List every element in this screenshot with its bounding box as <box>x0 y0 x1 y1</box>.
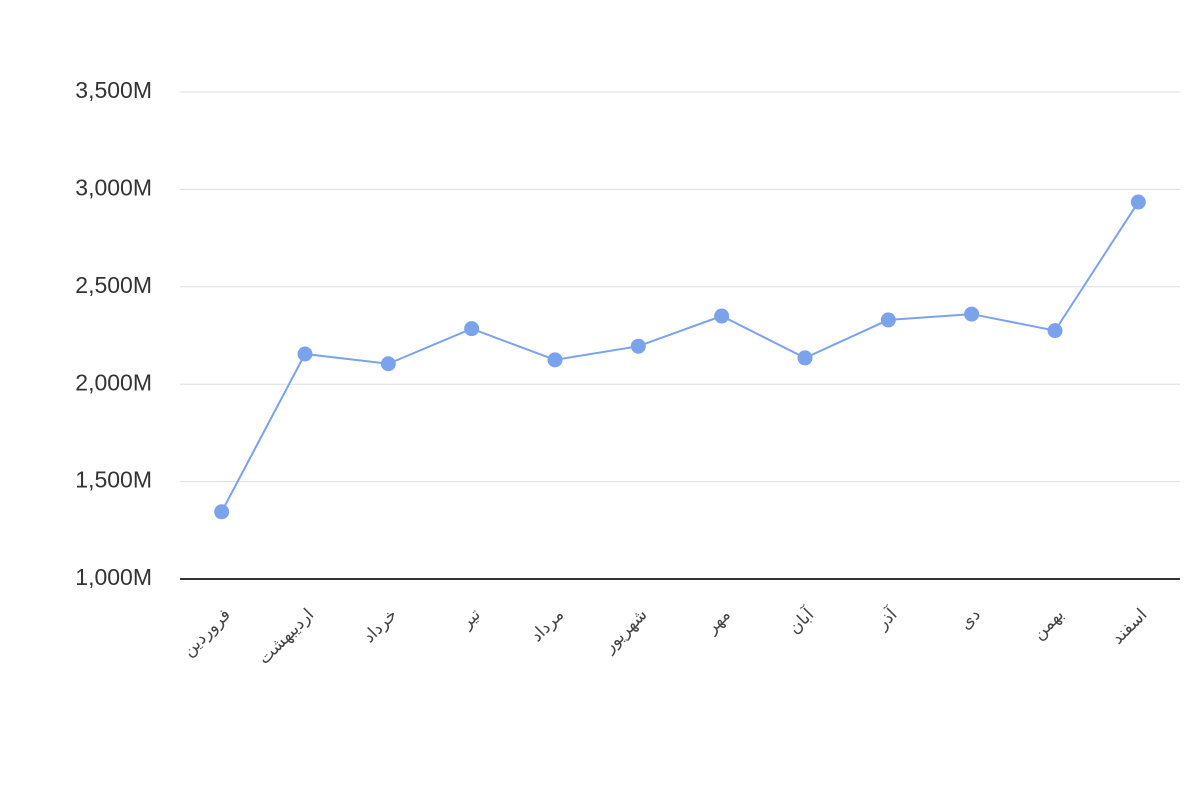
y-tick-label: 3,500M <box>75 77 152 103</box>
y-tick-label: 2,500M <box>75 272 152 298</box>
data-point <box>964 306 980 322</box>
data-point <box>214 504 230 520</box>
y-tick-label: 1,500M <box>75 467 152 493</box>
x-tick-label: بهمن <box>1029 605 1068 644</box>
x-tick-label: خرداد <box>359 605 401 647</box>
data-point <box>547 352 563 368</box>
data-point <box>464 321 480 337</box>
x-tick-label: مهر <box>701 605 734 638</box>
x-tick-label: مرداد <box>527 605 568 646</box>
data-point <box>1047 323 1063 339</box>
data-point <box>880 312 896 328</box>
data-point <box>380 356 396 372</box>
data-line <box>220 201 1140 513</box>
y-tick-label: 2,000M <box>75 369 152 395</box>
data-point <box>797 350 813 366</box>
y-tick-label: 3,000M <box>75 174 152 200</box>
x-tick-label: شهریور <box>599 605 651 657</box>
data-point <box>630 338 646 354</box>
x-tick-label: اردیبهشت <box>254 605 318 669</box>
data-point <box>1130 194 1146 210</box>
data-point <box>714 308 730 324</box>
x-tick-label: دی <box>956 605 985 634</box>
x-tick-label: آذر <box>871 603 903 635</box>
y-tick-label: 1,000M <box>75 564 152 590</box>
data-point <box>297 346 313 362</box>
x-tick-label: تیر <box>456 605 485 634</box>
x-tick-label: فروردین <box>179 605 235 661</box>
x-tick-label: اسفند <box>1108 605 1152 649</box>
x-tick-label: آبان <box>783 603 819 639</box>
